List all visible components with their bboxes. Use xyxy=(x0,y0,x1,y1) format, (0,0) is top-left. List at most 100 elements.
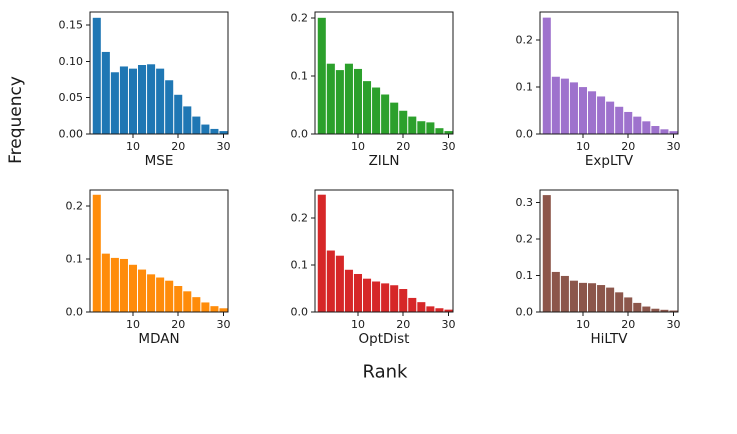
bar xyxy=(606,287,615,312)
bar xyxy=(165,280,174,312)
x-axis-label: Rank xyxy=(362,361,408,383)
bar xyxy=(210,128,219,134)
histogram-optdist: 0.0 0.1 0.2 10 20 30 OptDist xyxy=(291,189,455,347)
y-tick-label: 0.1 xyxy=(66,252,84,265)
bar xyxy=(147,274,156,312)
bar xyxy=(390,102,399,134)
bar xyxy=(92,17,101,135)
y-tick-label: 0.0 xyxy=(516,306,534,319)
bar xyxy=(201,124,210,134)
axes-frame xyxy=(539,11,679,135)
histogram-hiltv: 0.0 0.1 0.2 0.3 10 20 30 HiLTV xyxy=(516,189,680,347)
bar xyxy=(353,68,363,134)
bar xyxy=(651,308,660,312)
bar xyxy=(335,70,344,134)
bar xyxy=(624,297,633,312)
x-tick-label: 20 xyxy=(621,318,635,331)
subplot-mse: 0.00 0.05 0.10 0.15 10 20 30 MSE xyxy=(46,6,234,172)
bar xyxy=(372,87,381,134)
bar xyxy=(317,17,326,135)
x-tick-label: 10 xyxy=(576,318,590,331)
y-tick-label: 0.00 xyxy=(59,128,84,141)
bar xyxy=(138,65,147,134)
bar xyxy=(615,292,624,312)
y-tick-label: 0.2 xyxy=(66,199,84,212)
bar xyxy=(597,96,606,134)
bar xyxy=(660,129,669,134)
bar xyxy=(642,121,651,134)
subplot-title: MSE xyxy=(145,153,174,169)
bar xyxy=(633,302,642,312)
bar xyxy=(390,285,399,312)
bar xyxy=(174,286,183,312)
x-tick-label: 30 xyxy=(666,318,680,331)
bar xyxy=(560,275,569,312)
x-tick-label: 10 xyxy=(351,318,365,331)
x-tick-label: 10 xyxy=(576,140,590,153)
y-tick-label: 0.0 xyxy=(66,306,84,319)
bar xyxy=(363,278,372,312)
subplot-title: ExpLTV xyxy=(585,153,634,169)
bar xyxy=(435,308,444,312)
y-tick-label: 0.2 xyxy=(516,34,534,47)
y-tick-label: 0.0 xyxy=(291,306,309,319)
bar xyxy=(569,82,578,134)
bar xyxy=(624,111,633,134)
subplot-hiltv: 0.0 0.1 0.2 0.3 10 20 30 HiLTV xyxy=(496,184,684,350)
bar xyxy=(578,282,588,312)
bar xyxy=(588,283,597,312)
x-tick-label: 10 xyxy=(351,140,365,153)
y-tick-label: 0.10 xyxy=(59,55,84,68)
bar xyxy=(92,194,101,312)
y-tick-label: 0.3 xyxy=(516,196,534,209)
x-tick-label: 10 xyxy=(126,140,140,153)
bar xyxy=(147,64,156,134)
bar xyxy=(165,80,174,134)
y-tick-label: 0.05 xyxy=(59,91,84,104)
subplot-expltv: 0.0 0.1 0.2 10 20 30 ExpLTV xyxy=(496,6,684,172)
bar xyxy=(192,297,201,312)
y-tick-label: 0.2 xyxy=(516,233,534,246)
y-tick-label: 0.0 xyxy=(291,128,309,141)
bar xyxy=(417,121,426,134)
histogram-ziln: 0.0 0.1 0.2 10 20 30 ZILN xyxy=(291,11,456,169)
axes-frame xyxy=(89,189,229,313)
histogram-expltv: 0.0 0.1 0.2 10 20 30 ExpLTV xyxy=(516,11,680,169)
axes-frame xyxy=(314,189,454,313)
bar xyxy=(138,269,147,312)
bar xyxy=(408,116,417,134)
bar xyxy=(219,308,228,312)
bar xyxy=(615,106,624,134)
x-tick-label: 10 xyxy=(126,318,140,331)
bar xyxy=(344,269,353,312)
x-tick-label: 20 xyxy=(171,140,185,153)
subplot-optdist: 0.0 0.1 0.2 10 20 30 OptDist xyxy=(271,184,459,350)
bar xyxy=(110,72,119,134)
bar xyxy=(444,131,453,134)
bar xyxy=(174,94,183,134)
x-tick-label: 20 xyxy=(621,140,635,153)
bar xyxy=(588,91,597,134)
bar xyxy=(426,306,435,312)
histogram-mse: 0.00 0.05 0.10 0.15 10 20 30 MSE xyxy=(59,11,230,169)
bar xyxy=(597,285,606,312)
bar xyxy=(353,273,363,312)
bar xyxy=(192,116,201,134)
bar xyxy=(426,122,435,134)
bar xyxy=(372,281,381,312)
y-tick-label: 0.15 xyxy=(59,19,84,32)
bar xyxy=(183,106,192,134)
x-tick-label: 30 xyxy=(441,140,455,153)
subplot-grid: 0.00 0.05 0.10 0.15 10 20 30 MSE 0.0 0.1 0.2 10 20 3… xyxy=(46,6,684,350)
x-tick-label: 20 xyxy=(396,318,410,331)
bar xyxy=(101,51,110,134)
subplot-title: MDAN xyxy=(138,331,179,347)
bar xyxy=(119,66,128,134)
bar xyxy=(444,309,453,312)
y-tick-label: 0.1 xyxy=(516,269,534,282)
x-tick-label: 20 xyxy=(171,318,185,331)
bar xyxy=(156,68,165,134)
bar xyxy=(210,306,219,312)
subplot-title: HiLTV xyxy=(590,331,628,347)
